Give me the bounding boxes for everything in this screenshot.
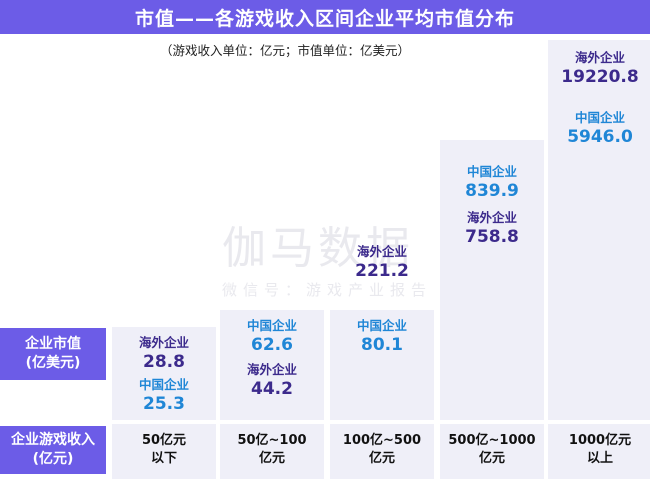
data-label: 5946.0 xyxy=(567,127,633,147)
category-cell-5 xyxy=(548,424,650,479)
overseas-entry-1: 海外企业 28.8 xyxy=(112,335,216,373)
series-name-label: 中国企业 xyxy=(574,110,625,125)
category-label-3-line1: 100亿~500 xyxy=(342,433,422,448)
bar-column-4 xyxy=(440,140,544,420)
category-label-1-line2: 以下 xyxy=(150,451,177,466)
series-name-label: 中国企业 xyxy=(356,318,407,333)
data-label: 44.2 xyxy=(251,379,293,399)
series-name-label: 中国企业 xyxy=(138,377,189,392)
china-entry-4: 中国企业 839.9 xyxy=(440,164,544,202)
overseas-entry-4: 海外企业 758.8 xyxy=(440,210,544,248)
category-label-4-line2: 亿元 xyxy=(478,451,505,466)
china-entry-1: 中国企业 25.3 xyxy=(112,377,216,415)
series-name-label: 海外企业 xyxy=(138,335,189,350)
category-label-3-line2: 亿元 xyxy=(368,451,395,466)
category-label-5-line2: 以上 xyxy=(586,451,613,466)
category-label-3: 100亿~500 亿元 xyxy=(330,432,434,468)
bar-column-5 xyxy=(548,40,650,420)
china-entry-2: 中国企业 62.6 xyxy=(220,318,324,356)
series-name-label: 海外企业 xyxy=(574,50,625,65)
row-label-revenue-line1: 企业游戏收入 xyxy=(11,432,95,448)
data-label: 839.9 xyxy=(465,181,519,201)
data-label: 28.8 xyxy=(143,352,185,372)
data-label: 80.1 xyxy=(361,335,403,355)
series-name-label: 海外企业 xyxy=(246,362,297,377)
category-label-1: 50亿元以下 xyxy=(112,432,216,468)
series-name-label: 海外企业 xyxy=(356,244,407,259)
china-entry-3: 中国企业 80.1 xyxy=(330,318,434,356)
overseas-entry-3: 海外企业 221.2 xyxy=(330,244,434,282)
row-label-revenue-line2: (亿元) xyxy=(32,451,74,467)
bar-column-2 xyxy=(220,310,324,420)
bar-column-3 xyxy=(330,310,434,420)
series-name-label: 中国企业 xyxy=(466,164,517,179)
overseas-entry-5: 海外企业 19220.8 xyxy=(548,50,650,88)
data-label: 19220.8 xyxy=(561,67,639,87)
category-cell-3 xyxy=(330,424,434,479)
data-label: 221.2 xyxy=(355,261,409,281)
category-label-2: 50亿~100 亿元 xyxy=(220,432,324,468)
category-label-2-line2: 亿元 xyxy=(258,451,285,466)
data-label: 758.8 xyxy=(465,227,519,247)
series-name-label: 中国企业 xyxy=(246,318,297,333)
category-cell-1 xyxy=(112,424,216,479)
category-label-4-line1: 500亿~1000 xyxy=(448,433,536,448)
category-cell-4 xyxy=(440,424,544,479)
data-label: 25.3 xyxy=(143,394,185,414)
category-label-5: 1000亿元 以上 xyxy=(548,432,650,468)
chart-subtitle: （游戏收入单位：亿元；市值单位：亿美元） xyxy=(160,43,411,58)
category-label-1-line1: 50亿元 xyxy=(141,433,187,448)
watermark-account: 微信号：游戏产业报告 xyxy=(222,281,433,299)
row-label-market-cap-line1: 企业市值 xyxy=(25,336,81,352)
row-label-market-cap: 企业市值 (亿美元) xyxy=(0,328,106,380)
category-cell-2 xyxy=(220,424,324,479)
data-label: 62.6 xyxy=(251,335,293,355)
category-label-5-line1: 1000亿元 xyxy=(568,433,632,448)
bar-column-1 xyxy=(112,327,216,420)
row-label-market-cap-line2: (亿美元) xyxy=(25,355,81,371)
series-name-label: 海外企业 xyxy=(466,210,517,225)
category-label-4: 500亿~1000 亿元 xyxy=(440,432,544,468)
chart-title: 市值——各游戏收入区间企业平均市值分布 xyxy=(0,0,650,34)
overseas-entry-2: 海外企业 44.2 xyxy=(220,362,324,400)
row-label-revenue: 企业游戏收入 (亿元) xyxy=(0,426,106,474)
china-entry-5: 中国企业 5946.0 xyxy=(548,110,650,148)
category-label-2-line1: 50亿~100 xyxy=(237,433,307,448)
